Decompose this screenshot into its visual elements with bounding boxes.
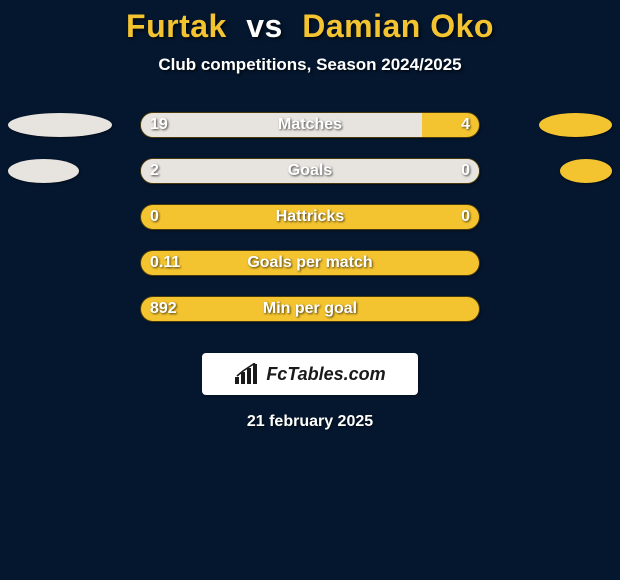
left-oval: [8, 159, 79, 183]
stat-value-right: 4: [461, 112, 470, 138]
stat-value-left: 0.11: [150, 250, 180, 276]
stat-value-right: 0: [461, 158, 470, 184]
stat-row: 20Goals: [0, 151, 620, 197]
stat-row: 194Matches: [0, 105, 620, 151]
stat-bar-left-seg: [141, 159, 479, 183]
stat-row: 892Min per goal: [0, 289, 620, 335]
stat-row: 0.11Goals per match: [0, 243, 620, 289]
logo-bars-icon: [234, 363, 260, 385]
logo-text: FcTables.com: [266, 364, 385, 385]
stat-row: 00Hattricks: [0, 197, 620, 243]
stat-value-left: 892: [150, 296, 177, 322]
date-text: 21 february 2025: [0, 413, 620, 431]
stat-rows: 194Matches20Goals00Hattricks0.11Goals pe…: [0, 105, 620, 335]
stat-bar: [140, 158, 480, 184]
stat-bar: [140, 250, 480, 276]
right-oval: [560, 159, 612, 183]
stat-value-left: 0: [150, 204, 159, 230]
stat-value-left: 2: [150, 158, 159, 184]
title-player1: Furtak: [126, 8, 227, 44]
subtitle: Club competitions, Season 2024/2025: [0, 55, 620, 75]
page-title: Furtak vs Damian Oko: [0, 0, 620, 45]
left-oval: [8, 113, 112, 137]
right-oval: [539, 113, 612, 137]
stat-bar-left-seg: [141, 113, 422, 137]
title-vs: vs: [246, 8, 283, 44]
stat-bar: [140, 112, 480, 138]
stat-bar: [140, 204, 480, 230]
stat-value-right: 0: [461, 204, 470, 230]
title-player2: Damian Oko: [302, 8, 494, 44]
logo-box: FcTables.com: [202, 353, 418, 395]
stat-value-left: 19: [150, 112, 168, 138]
stat-bar: [140, 296, 480, 322]
